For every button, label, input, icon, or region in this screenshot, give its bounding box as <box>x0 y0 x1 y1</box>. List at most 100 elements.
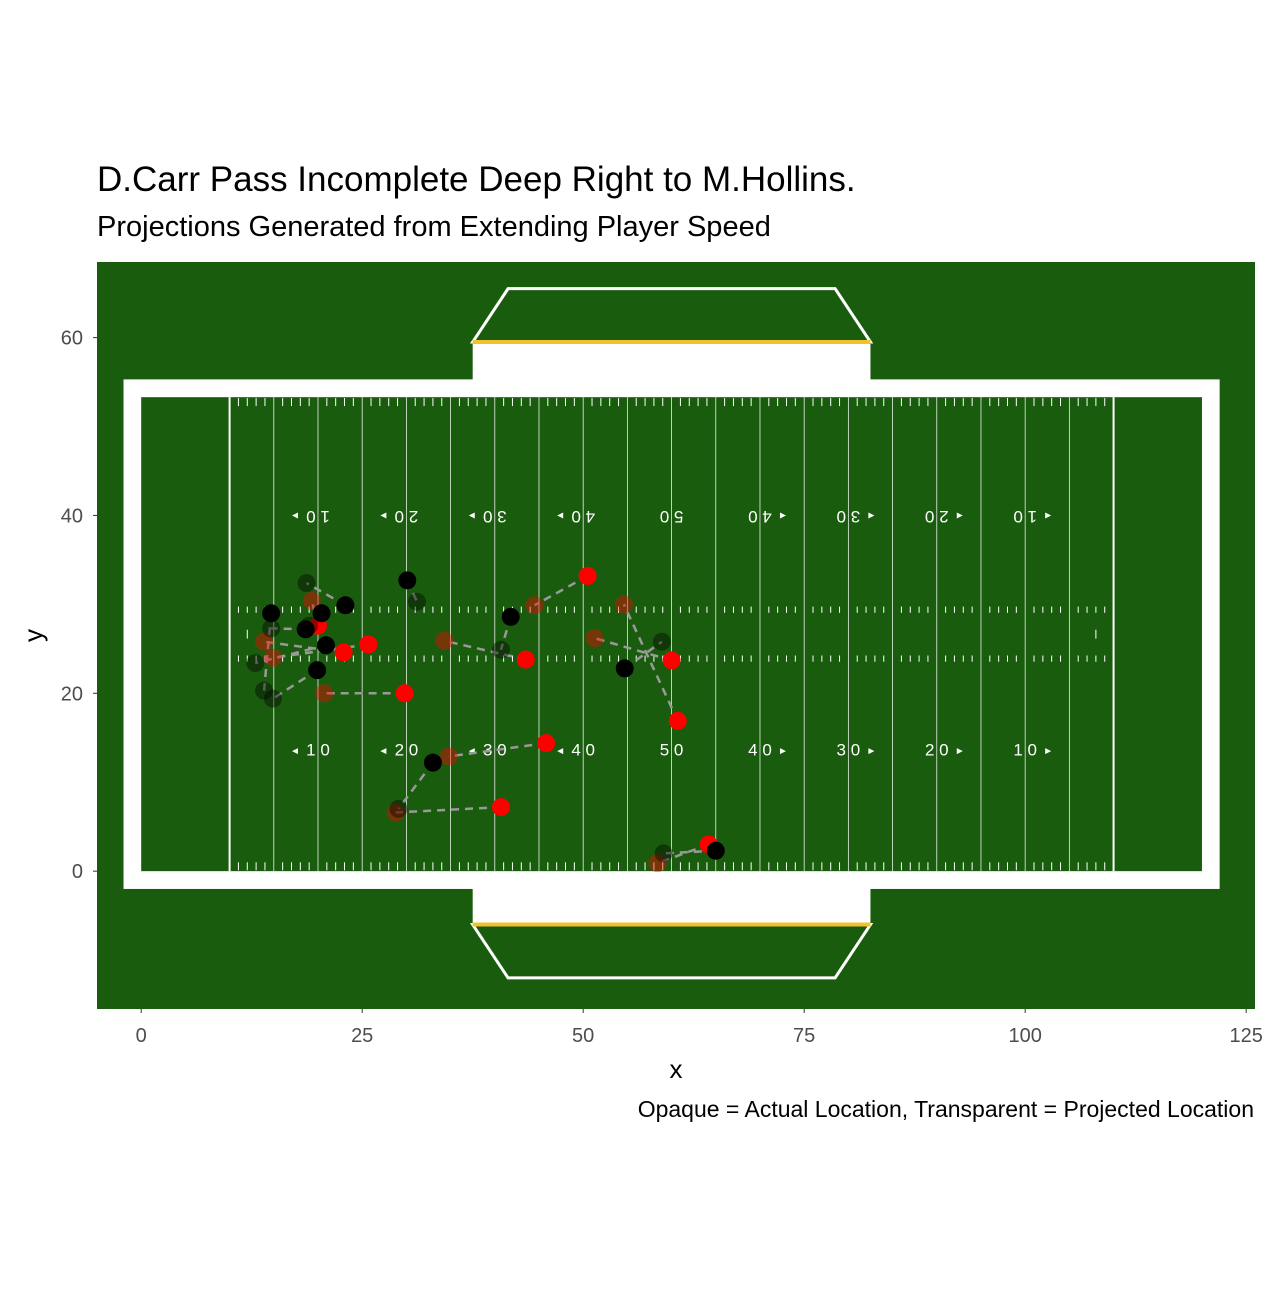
bench-area-top <box>472 342 871 381</box>
yard-arrow <box>868 512 875 519</box>
x-tick-label: 50 <box>572 1025 594 1047</box>
projected-point-red <box>435 631 454 650</box>
x-axis-title: x <box>670 1054 683 1084</box>
football-field: 1 0 1 0 2 0 2 0 3 0 3 0 4 0 4 0 5 0 5 0 4 0 4 0 3 0 3… <box>97 262 1255 1009</box>
track-line-black <box>663 849 716 855</box>
projected-point-red <box>585 629 604 648</box>
yard-number-bottom: 1 0 <box>1013 741 1037 760</box>
projected-point-red <box>648 854 667 873</box>
projected-point-red <box>525 596 544 615</box>
track-line-black <box>397 761 434 810</box>
actual-point-red <box>491 798 510 817</box>
yard-number-top: 4 0 <box>571 507 595 526</box>
coaching-box-top <box>469 287 874 344</box>
yard-arrow <box>557 512 564 519</box>
projected-point-black <box>262 619 281 638</box>
actual-point-black <box>316 636 335 655</box>
y-tick-label: 0 <box>72 861 83 883</box>
chart-caption: Opaque = Actual Location, Transparent = … <box>637 1096 1254 1122</box>
x-tick-label: 0 <box>136 1025 147 1047</box>
actual-point-black <box>336 596 355 615</box>
actual-point-red <box>334 643 353 662</box>
track-line-red <box>395 805 502 814</box>
coaching-box-bottom <box>469 923 874 980</box>
projected-point-red <box>614 595 633 614</box>
projected-point-black <box>255 681 274 700</box>
x-tick-label: 75 <box>793 1025 815 1047</box>
yard-arrow <box>1045 512 1052 519</box>
actual-point-red <box>578 566 597 585</box>
actual-point-black <box>262 604 281 623</box>
projected-point-red <box>255 632 274 651</box>
yard-arrow <box>779 512 786 519</box>
projected-point-black <box>407 592 426 611</box>
projected-point-black <box>652 632 671 651</box>
projected-point-red <box>439 747 458 766</box>
actual-point-red <box>359 635 378 654</box>
yard-arrow <box>380 748 387 755</box>
track-line-red <box>622 603 679 722</box>
projected-point-black <box>389 799 408 818</box>
yard-number-top: 3 0 <box>483 507 507 526</box>
y-tick-label: 20 <box>61 683 83 705</box>
yard-number-bottom: 3 0 <box>837 741 861 760</box>
yard-number-bottom: 4 0 <box>748 741 772 760</box>
projected-point-black <box>654 844 673 863</box>
yard-number-bottom: 1 0 <box>306 741 330 760</box>
yard-number-bottom: 2 0 <box>925 741 949 760</box>
projected-point-black <box>491 640 510 659</box>
yard-arrow <box>956 748 963 755</box>
yard-number-top: 1 0 <box>1013 507 1037 526</box>
yard-number-bottom: 3 0 <box>483 741 507 760</box>
x-tick-label: 100 <box>1008 1025 1041 1047</box>
yard-number-top: 4 0 <box>748 507 772 526</box>
track-line-red <box>533 574 589 607</box>
projected-point-red <box>386 803 405 822</box>
yard-arrow <box>468 512 475 519</box>
yard-arrow <box>956 512 963 519</box>
y-tick-label: 40 <box>61 505 83 527</box>
actual-point-black <box>398 571 417 590</box>
actual-point-black <box>615 659 634 678</box>
y-axis-title: y <box>18 629 48 642</box>
projected-point-black <box>297 574 316 593</box>
yard-number-bottom: 5 0 <box>660 741 684 760</box>
x-tick-label: 125 <box>1229 1025 1262 1047</box>
actual-point-red <box>537 734 556 753</box>
actual-point-black <box>706 841 725 860</box>
actual-point-red <box>668 711 687 730</box>
yard-number-top: 2 0 <box>925 507 949 526</box>
track-line-black <box>272 669 318 700</box>
yard-arrow <box>380 512 387 519</box>
track-line-red <box>448 741 547 758</box>
actual-point-black <box>501 607 520 626</box>
actual-point-red <box>395 684 414 703</box>
yard-number-top: 1 0 <box>306 507 330 526</box>
chart-subtitle: Projections Generated from Extending Pla… <box>97 211 771 243</box>
axes: 0 25 50 75 100 125 0 20 40 60 x y <box>18 328 1263 1084</box>
yard-number-top: 3 0 <box>837 507 861 526</box>
actual-point-red <box>516 650 535 669</box>
yard-arrow <box>868 748 875 755</box>
projected-point-red <box>302 591 321 610</box>
yard-number-bottom: 2 0 <box>395 741 419 760</box>
actual-point-black <box>312 604 331 623</box>
yard-arrow <box>779 748 786 755</box>
actual-point-black <box>308 661 327 680</box>
yard-arrow <box>557 748 564 755</box>
projected-point-black <box>246 654 265 673</box>
yard-arrow <box>291 512 298 519</box>
track-line-red <box>657 843 710 865</box>
actual-point-black <box>423 753 442 772</box>
yard-arrow <box>291 748 298 755</box>
yard-number-top: 2 0 <box>395 507 419 526</box>
chart-title: D.Carr Pass Incomplete Deep Right to M.H… <box>97 160 856 199</box>
projected-point-black <box>263 689 282 708</box>
yard-number-top: 5 0 <box>660 507 684 526</box>
projected-point-red <box>315 684 334 703</box>
projected-point-red <box>263 648 282 667</box>
yard-arrow <box>1045 748 1052 755</box>
x-tick-label: 25 <box>351 1025 373 1047</box>
bench-area-bottom <box>472 887 871 925</box>
